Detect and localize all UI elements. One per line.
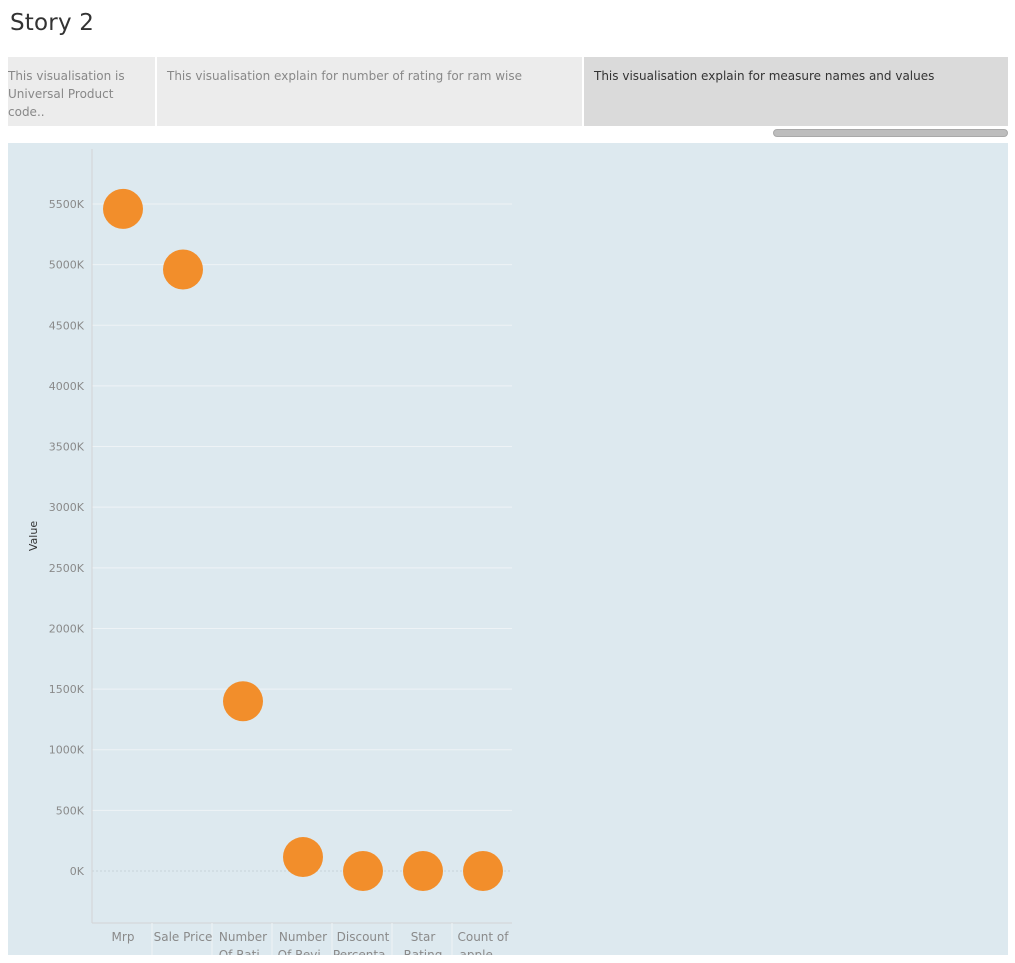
y-axis-title: Value xyxy=(27,521,40,551)
x-tick-label-5: Star Rating xyxy=(404,930,443,955)
gridlines xyxy=(92,203,512,872)
x-tick-label-0: Mrp xyxy=(112,930,135,944)
y-tick-label-0: 0K xyxy=(70,865,85,878)
x-tick-label-4-line-1: Percenta.. xyxy=(333,948,393,955)
chart-panel: 0K 500K 1000K 1500K 2000K 2500K 3000K 3500K 4000… xyxy=(8,143,1008,955)
data-point-2[interactable] xyxy=(223,681,263,722)
x-tick-label-3-line-0: Number xyxy=(279,930,327,944)
x-tick-label-6-line-1: apple_.. xyxy=(460,948,507,955)
story-point-1[interactable]: This visualisation is Universal Product … xyxy=(8,57,155,126)
story-point-2[interactable]: This visualisation explain for number of… xyxy=(157,57,582,126)
y-tick-label-2: 1000K xyxy=(49,744,85,757)
x-tick-label-6: Count of apple_.. xyxy=(457,930,509,955)
story-navigator: This visualisation is Universal Product … xyxy=(8,57,1008,127)
y-tick-label-3: 1500K xyxy=(49,683,85,696)
data-point-6[interactable] xyxy=(463,851,503,891)
y-tick-label-10: 5000K xyxy=(49,259,85,272)
x-tick-label-4-line-0: Discount xyxy=(337,930,390,944)
y-tick-label-7: 3500K xyxy=(49,441,85,454)
data-point-5[interactable] xyxy=(403,851,443,891)
y-tick-label-5: 2500K xyxy=(49,562,85,575)
x-tick-label-1: Sale Price xyxy=(154,930,213,944)
y-tick-label-6: 3000K xyxy=(49,501,85,514)
y-tick-label-11: 5500K xyxy=(49,198,85,211)
story-point-3-caption: This visualisation explain for measure n… xyxy=(594,69,935,83)
data-point-4[interactable] xyxy=(343,851,383,891)
x-tick-label-5-line-1: Rating xyxy=(404,948,443,955)
story-title: Story 2 xyxy=(10,10,95,36)
y-tick-label-8: 4000K xyxy=(49,380,85,393)
x-tick-label-6-line-0: Count of xyxy=(457,930,509,944)
story-point-3-selected[interactable]: This visualisation explain for measure n… xyxy=(584,57,1008,126)
measure-values-chart: 0K 500K 1000K 1500K 2000K 2500K 3000K 3500K 4000… xyxy=(27,149,512,955)
x-tick-label-2-line-0: Number xyxy=(219,930,267,944)
story-nav-scrollbar[interactable] xyxy=(773,129,1008,137)
x-tick-label-2-line-1: Of Rati.. xyxy=(219,948,268,955)
chart-marks xyxy=(103,188,503,891)
data-point-3[interactable] xyxy=(283,837,323,878)
y-tick-label-1: 500K xyxy=(56,804,85,817)
story-point-2-caption: This visualisation explain for number of… xyxy=(167,69,522,83)
x-tick-label-4: Discount Percenta.. xyxy=(333,930,393,955)
y-tick-label-9: 4500K xyxy=(49,319,85,332)
x-tick-label-3: Number Of Revi.. xyxy=(278,930,329,955)
x-tick-labels: Mrp Sale Price Number Of Rati.. Number Of Rev… xyxy=(112,923,509,955)
data-point-0[interactable] xyxy=(103,188,143,229)
story-point-1-caption: This visualisation is Universal Product … xyxy=(8,69,125,119)
x-tick-label-2: Number Of Rati.. xyxy=(219,930,268,955)
data-point-1[interactable] xyxy=(163,249,203,290)
x-tick-label-1-line-0: Sale Price xyxy=(154,930,213,944)
x-tick-label-5-line-0: Star xyxy=(411,930,436,944)
x-tick-label-0-line-0: Mrp xyxy=(112,930,135,944)
y-tick-label-4: 2000K xyxy=(49,622,85,635)
y-tick-labels: 0K 500K 1000K 1500K 2000K 2500K 3000K 3500K 4000… xyxy=(49,198,85,878)
x-tick-label-3-line-1: Of Revi.. xyxy=(278,948,329,955)
